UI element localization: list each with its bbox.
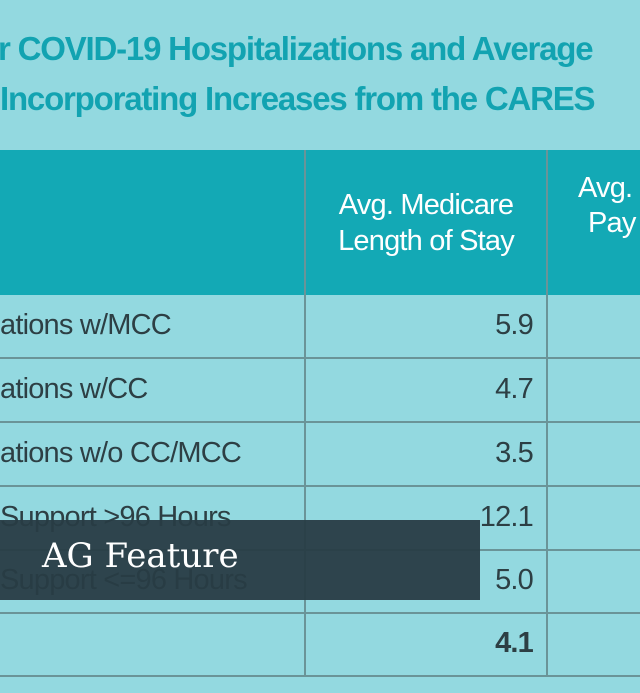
row-value: 12.1	[479, 501, 534, 533]
column-border	[546, 150, 548, 677]
row-value: 4.1	[495, 627, 534, 659]
header-row	[0, 150, 640, 295]
title-line: Incorporating Increases from the CARES	[0, 80, 596, 117]
row-label: ations w/o CC/MCC	[0, 437, 242, 469]
banner-text: AG Feature	[42, 536, 239, 576]
row-value: 5.9	[495, 309, 534, 341]
header-cell: Avg. Medicare Length of Stay	[338, 189, 515, 257]
title-line: r COVID-19 Hospitalizations and Average	[0, 30, 594, 67]
row-value: 4.7	[495, 373, 534, 405]
row-value: 3.5	[495, 437, 534, 469]
row	[0, 295, 640, 359]
header-cell: Avg.	[578, 172, 633, 204]
row-label: ations w/CC	[0, 373, 148, 405]
row-label: ations w/MCC	[0, 309, 172, 341]
row	[0, 550, 640, 614]
row	[0, 613, 640, 677]
row	[0, 359, 640, 423]
header-cell: Pay	[588, 207, 636, 239]
row	[0, 423, 640, 487]
row-value: 5.0	[495, 564, 534, 596]
column-border	[304, 150, 306, 677]
banner	[0, 520, 480, 600]
